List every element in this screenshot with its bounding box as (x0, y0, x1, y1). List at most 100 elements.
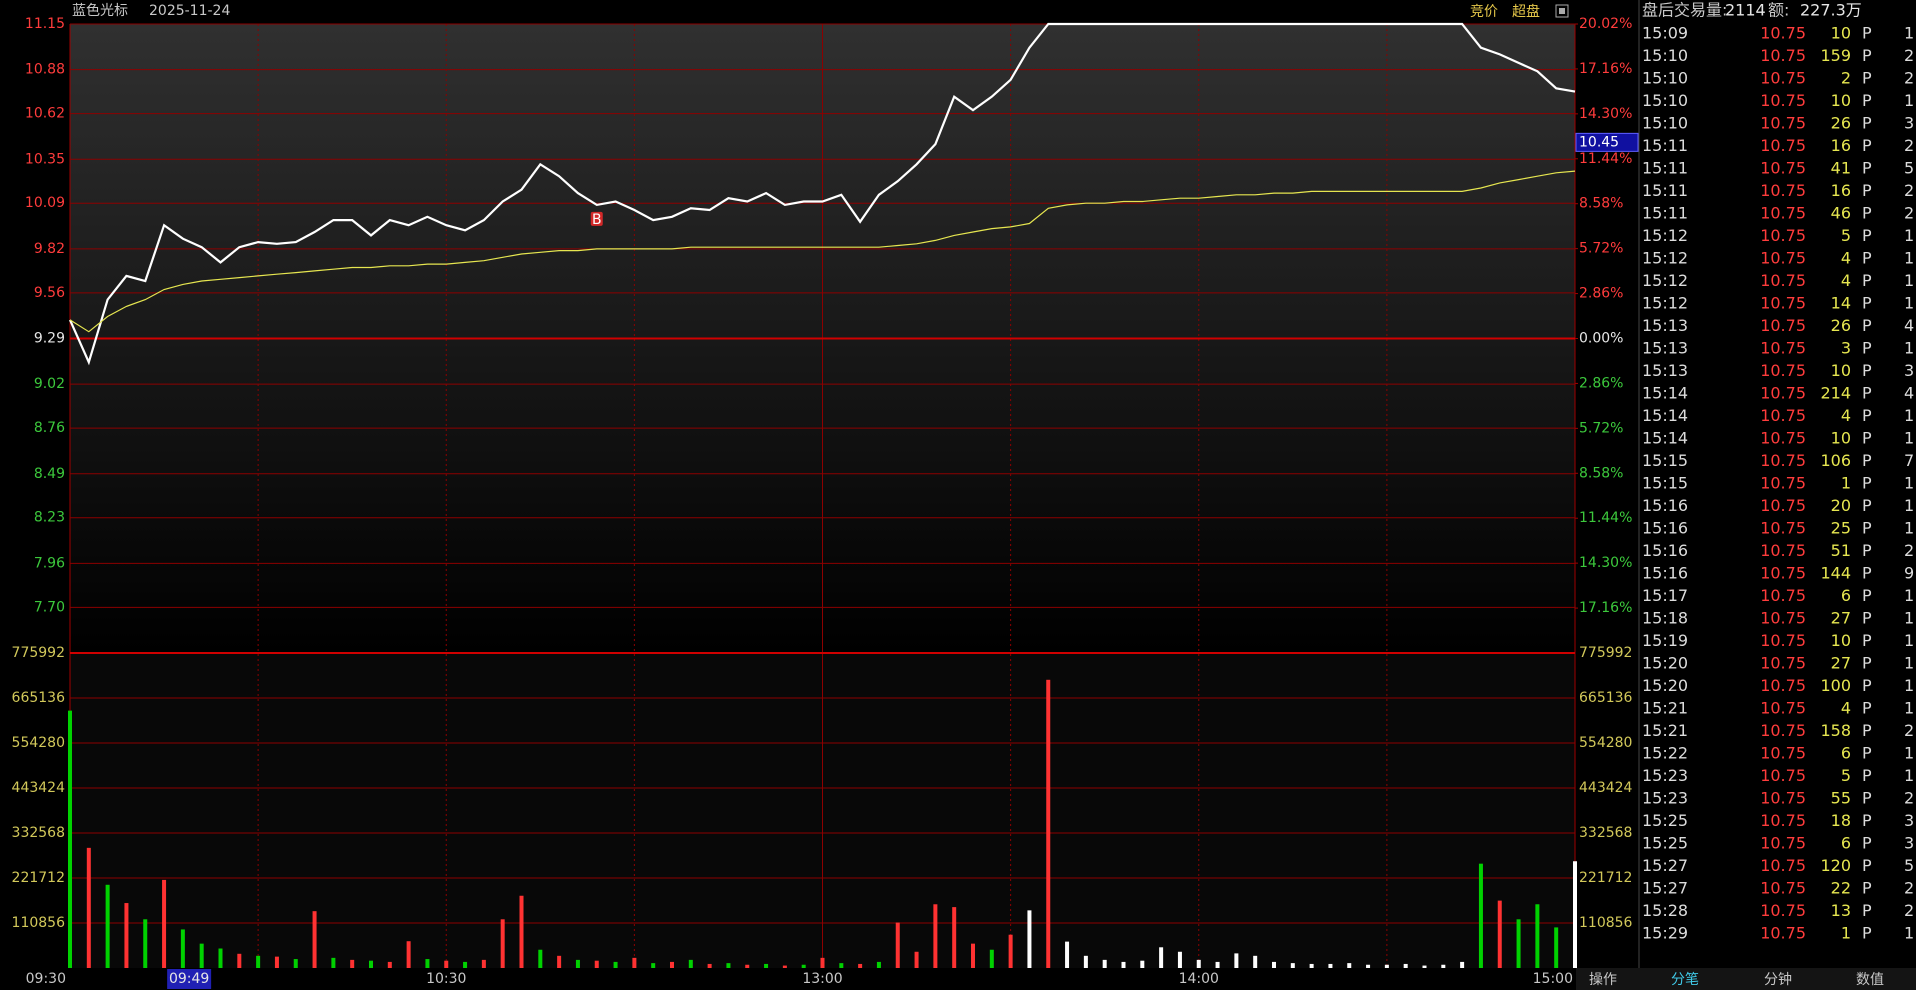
volume-bar (839, 963, 844, 968)
trade-flag: P (1862, 406, 1872, 425)
trade-flag: P (1862, 811, 1872, 830)
trade-price: 10.75 (1760, 609, 1806, 628)
volume-bar (1272, 961, 1276, 968)
trade-price: 10.75 (1760, 339, 1806, 358)
trade-volume: 5 (1841, 226, 1851, 245)
trade-flag: P (1862, 114, 1872, 133)
volume-tick-label: 775992 (12, 645, 65, 661)
trade-price: 10.75 (1760, 24, 1806, 43)
trade-volume: 55 (1831, 789, 1851, 808)
trade-count: 3 (1904, 361, 1914, 380)
trade-flag: P (1862, 586, 1872, 605)
trade-price: 10.75 (1760, 271, 1806, 290)
volume-bar (519, 895, 524, 968)
trade-count: 1 (1904, 631, 1914, 650)
trade-time: 15:16 (1642, 496, 1688, 515)
volume-bar (1422, 965, 1427, 968)
volume-bar (1347, 963, 1352, 968)
trade-time: 15:18 (1642, 609, 1688, 628)
volume-tick-label: 554280 (12, 735, 65, 751)
volume-tick-label: 665136 (12, 690, 66, 706)
trade-volume: 20 (1831, 496, 1851, 515)
trade-price: 10.75 (1760, 226, 1806, 245)
trade-time: 15:27 (1642, 856, 1688, 875)
volume-bar (369, 960, 373, 968)
trade-time: 15:23 (1642, 789, 1688, 808)
volume-bar (1516, 919, 1521, 968)
trade-flag: P (1862, 181, 1872, 200)
volume-bar (651, 963, 656, 968)
trade-price: 10.75 (1760, 699, 1806, 718)
trade-price: 10.75 (1760, 136, 1806, 155)
trade-flag: P (1862, 564, 1872, 583)
y-tick-label: 8.23 (34, 510, 65, 526)
volume-bar (481, 959, 486, 968)
trade-price: 10.75 (1760, 721, 1806, 740)
trade-flag: P (1862, 226, 1872, 245)
volume-bar (1159, 947, 1164, 968)
button[interactable]: 超盘 (1512, 3, 1540, 20)
tab-bar (1576, 968, 1916, 990)
trade-volume: 27 (1831, 654, 1851, 673)
trade-price: 10.75 (1760, 294, 1806, 313)
trade-volume: 26 (1831, 316, 1851, 335)
trade-flag: P (1862, 339, 1872, 358)
trade-price: 10.75 (1760, 541, 1806, 560)
trade-volume: 120 (1820, 856, 1851, 875)
trade-time: 15:11 (1642, 136, 1688, 155)
trade-volume: 10 (1831, 24, 1851, 43)
tab[interactable]: 分笔 (1671, 972, 1699, 988)
tab[interactable]: 数值 (1856, 972, 1884, 988)
trade-count: 1 (1904, 226, 1914, 245)
volume-bar (1384, 964, 1389, 968)
trade-flag: P (1862, 901, 1872, 920)
volume-bar (312, 911, 317, 968)
volume-bar (1065, 941, 1070, 968)
trade-count: 3 (1904, 811, 1914, 830)
trade-volume: 1 (1841, 474, 1851, 493)
trade-count: 1 (1904, 91, 1914, 110)
trade-flag: P (1862, 519, 1872, 538)
trade-flag: P (1862, 834, 1872, 853)
trade-count: 1 (1904, 744, 1914, 763)
trades-header: 额: (1768, 1, 1789, 20)
y2-tick-label: 20.02% (1579, 16, 1632, 32)
trade-price: 10.75 (1760, 789, 1806, 808)
trade-volume: 25 (1831, 519, 1851, 538)
button[interactable]: 竞价 (1470, 3, 1498, 20)
trade-time: 15:10 (1642, 114, 1688, 133)
trade-count: 1 (1904, 24, 1914, 43)
trade-flag: P (1862, 384, 1872, 403)
trade-price: 10.75 (1760, 564, 1806, 583)
volume-bar (1290, 963, 1295, 968)
toggle-icon[interactable] (1555, 4, 1569, 18)
trade-time: 15:21 (1642, 721, 1688, 740)
trade-flag: P (1862, 136, 1872, 155)
trade-time: 15:20 (1642, 676, 1688, 695)
y2-tick-label: 14.30% (1579, 555, 1632, 571)
tab[interactable]: 操作 (1589, 972, 1617, 988)
trade-price: 10.75 (1760, 181, 1806, 200)
trade-price: 10.75 (1760, 496, 1806, 515)
volume-bar (1102, 959, 1107, 968)
trade-count: 1 (1904, 609, 1914, 628)
volume-bar (1027, 910, 1032, 968)
volume-bar (820, 957, 825, 968)
trade-flag: P (1862, 496, 1872, 515)
trade-volume: 10 (1831, 631, 1851, 650)
tab[interactable]: 分钟 (1764, 971, 1792, 988)
volume-bar (1196, 959, 1201, 968)
y2-tick-label: 2.86% (1579, 375, 1623, 391)
trade-time: 15:20 (1642, 654, 1688, 673)
trade-volume: 100 (1820, 676, 1851, 695)
trade-count: 2 (1904, 46, 1914, 65)
trade-count: 1 (1904, 699, 1914, 718)
trade-count: 1 (1904, 496, 1914, 515)
volume-bar (989, 949, 994, 968)
x-tick-label: 14:00 (1179, 971, 1219, 987)
x-tick-label: 10:30 (426, 971, 466, 987)
trade-count: 4 (1904, 384, 1914, 403)
trade-count: 1 (1904, 271, 1914, 290)
trade-time: 15:14 (1642, 384, 1688, 403)
trade-count: 1 (1904, 924, 1914, 943)
